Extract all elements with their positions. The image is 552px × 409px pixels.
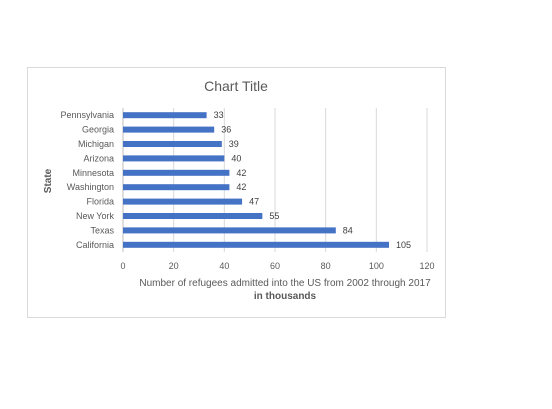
data-label: 39 bbox=[229, 139, 239, 149]
x-tick-label: 40 bbox=[219, 261, 229, 271]
data-label: 40 bbox=[231, 153, 241, 163]
bar bbox=[123, 184, 230, 191]
data-label: 33 bbox=[214, 110, 224, 120]
bar bbox=[123, 126, 215, 133]
category-label: Minnesota bbox=[72, 168, 114, 178]
x-tick-label: 120 bbox=[419, 261, 434, 271]
bar bbox=[123, 155, 225, 162]
bar bbox=[123, 169, 230, 176]
x-axis-subtitle: in thousands bbox=[254, 291, 317, 302]
bar bbox=[123, 141, 222, 147]
data-label: 55 bbox=[269, 211, 279, 221]
x-axis-title: Number of refugees admitted into the US … bbox=[139, 278, 431, 289]
x-tick-label: 60 bbox=[270, 261, 280, 271]
category-label: New York bbox=[76, 211, 115, 221]
x-tick-label: 80 bbox=[321, 261, 331, 271]
category-label: California bbox=[76, 240, 114, 250]
y-axis-title: State bbox=[43, 168, 54, 193]
category-label: Texas bbox=[90, 225, 114, 235]
bar bbox=[123, 112, 207, 119]
bar bbox=[123, 213, 263, 219]
chart-title: Chart Title bbox=[204, 78, 268, 94]
x-tick-label: 0 bbox=[120, 261, 125, 271]
chart-area: Chart Title California Texas New York Flori… bbox=[27, 67, 446, 318]
category-label: Florida bbox=[86, 197, 114, 207]
data-label: 105 bbox=[396, 240, 411, 250]
category-label: Georgia bbox=[82, 125, 114, 135]
data-label: 36 bbox=[221, 125, 231, 135]
bar bbox=[123, 198, 243, 205]
category-label: Washington bbox=[67, 182, 114, 192]
x-tick-label: 20 bbox=[169, 261, 179, 271]
data-label: 42 bbox=[236, 182, 246, 192]
data-label: 84 bbox=[343, 225, 353, 235]
bar bbox=[123, 227, 336, 234]
bars bbox=[123, 112, 389, 248]
data-label: 42 bbox=[236, 168, 246, 178]
x-tick-label: 100 bbox=[369, 261, 384, 271]
data-label: 47 bbox=[249, 197, 259, 207]
category-labels: California Texas New York Florida Washington… bbox=[60, 110, 114, 250]
bar bbox=[123, 241, 389, 248]
x-tick-labels: 0 20 40 60 80 100 120 bbox=[120, 261, 434, 271]
category-label: Pennsylvania bbox=[60, 110, 114, 120]
category-label: Arizona bbox=[83, 153, 114, 163]
category-label: Michigan bbox=[78, 139, 114, 149]
